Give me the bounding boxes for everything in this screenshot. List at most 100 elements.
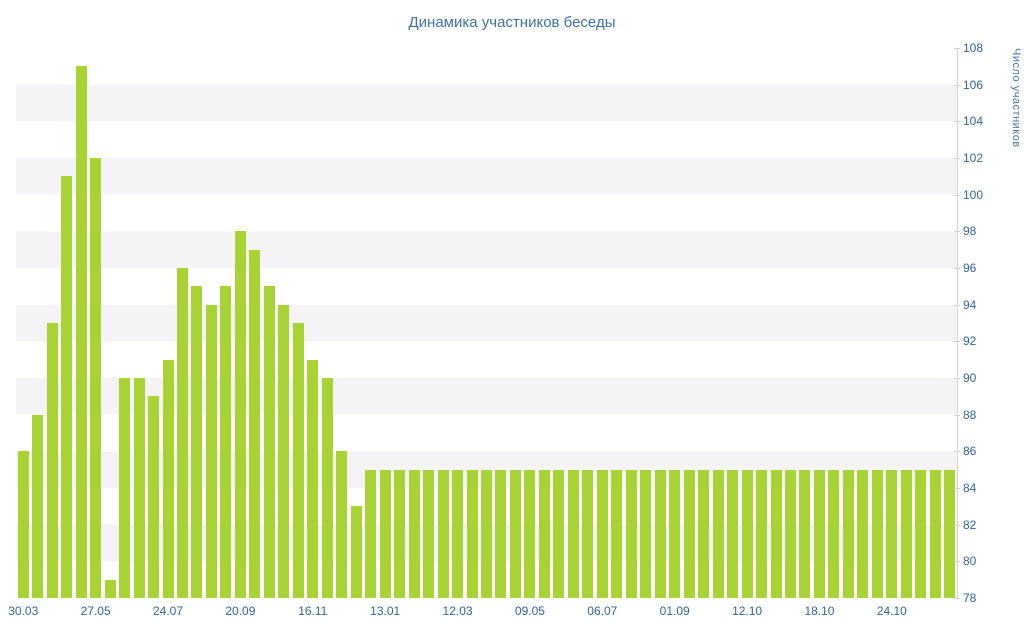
y-tick-label: 92 <box>963 334 977 349</box>
bar[interactable] <box>756 469 768 598</box>
bar[interactable] <box>813 469 825 598</box>
bar[interactable] <box>437 469 449 598</box>
bar[interactable] <box>321 378 333 598</box>
bar[interactable] <box>220 286 232 598</box>
x-tick-label: 24.07 <box>152 604 184 618</box>
bar[interactable] <box>669 469 681 598</box>
bar[interactable] <box>249 249 261 598</box>
y-axis-line <box>957 48 958 599</box>
bar[interactable] <box>423 469 435 598</box>
y-tick-mark <box>954 378 960 379</box>
x-tick-label: 30.03 <box>8 604 39 618</box>
bar[interactable] <box>394 469 406 598</box>
y-tick-label: 84 <box>963 481 977 495</box>
bar[interactable] <box>683 469 695 598</box>
bar[interactable] <box>915 469 927 598</box>
bar[interactable] <box>640 469 652 598</box>
bar[interactable] <box>871 469 883 598</box>
bar[interactable] <box>842 469 854 598</box>
y-tick-mark <box>954 414 960 416</box>
bar[interactable] <box>625 469 637 598</box>
plot-area <box>16 48 957 598</box>
bar[interactable] <box>191 286 203 598</box>
y-tick-label: 108 <box>963 41 984 55</box>
bar[interactable] <box>379 469 391 598</box>
bar[interactable] <box>119 378 131 598</box>
bar[interactable] <box>553 469 565 598</box>
x-tick-label: 13.01 <box>370 604 401 618</box>
y-tick-mark <box>954 341 960 343</box>
y-tick-mark <box>954 524 960 526</box>
x-tick-label: 20.09 <box>225 604 256 618</box>
y-tick-label: 90 <box>963 371 977 385</box>
bar[interactable] <box>452 469 464 598</box>
y-tick-label: 94 <box>963 297 977 312</box>
y-tick-label: 78 <box>963 591 977 605</box>
bar[interactable] <box>336 451 348 598</box>
bar[interactable] <box>712 469 724 598</box>
y-tick-mark <box>954 121 960 123</box>
y-tick-label: 98 <box>963 224 977 239</box>
bar[interactable] <box>278 304 290 598</box>
bar[interactable] <box>567 469 579 598</box>
bar[interactable] <box>176 268 188 598</box>
bar[interactable] <box>61 176 73 598</box>
bar[interactable] <box>770 469 782 598</box>
y-tick-mark <box>954 451 960 453</box>
bar[interactable] <box>857 469 869 598</box>
bar[interactable] <box>365 469 377 598</box>
y-tick-mark <box>954 231 960 233</box>
bar[interactable] <box>350 506 362 598</box>
y-tick-label: 106 <box>963 77 984 92</box>
bar[interactable] <box>90 158 102 598</box>
y-tick-mark <box>954 268 960 269</box>
bar[interactable] <box>148 396 160 598</box>
y-tick-mark <box>954 48 960 49</box>
bar[interactable] <box>466 469 478 598</box>
bar[interactable] <box>480 469 492 598</box>
bar[interactable] <box>596 469 608 598</box>
bar[interactable] <box>538 469 550 598</box>
bar[interactable] <box>524 469 536 598</box>
bar[interactable] <box>828 469 840 598</box>
bar[interactable] <box>727 469 739 598</box>
x-tick-label: 12.10 <box>732 604 763 618</box>
bar[interactable] <box>582 469 594 598</box>
bar[interactable] <box>263 286 275 598</box>
bar[interactable] <box>32 414 44 598</box>
y-tick-mark <box>954 304 960 306</box>
bar[interactable] <box>929 469 941 598</box>
bar[interactable] <box>698 469 710 598</box>
bar[interactable] <box>104 579 116 598</box>
bar[interactable] <box>307 359 319 598</box>
bar[interactable] <box>654 469 666 598</box>
bar[interactable] <box>495 469 507 598</box>
bar[interactable] <box>75 66 87 598</box>
bar[interactable] <box>46 323 58 598</box>
bar[interactable] <box>741 469 753 598</box>
y-tick-mark <box>954 488 960 489</box>
bar[interactable] <box>17 451 29 598</box>
y-tick-label: 100 <box>963 187 984 202</box>
x-tick-label: 27.05 <box>80 604 111 618</box>
bar[interactable] <box>611 469 623 598</box>
y-tick-mark <box>954 84 960 86</box>
bar[interactable] <box>944 469 956 598</box>
bar[interactable] <box>292 323 304 598</box>
bar[interactable] <box>509 469 521 598</box>
bar[interactable] <box>205 304 217 598</box>
bar[interactable] <box>886 469 898 598</box>
y-tick-mark <box>954 158 960 159</box>
y-tick-label: 82 <box>963 517 977 532</box>
x-tick-label: 12.03 <box>442 604 473 618</box>
bar[interactable] <box>234 231 246 598</box>
y-tick-label: 104 <box>963 114 984 129</box>
bar[interactable] <box>900 469 912 598</box>
bar[interactable] <box>133 378 145 598</box>
y-tick-mark <box>954 598 960 599</box>
bar[interactable] <box>785 469 796 598</box>
bar[interactable] <box>162 359 174 598</box>
bar[interactable] <box>799 469 811 598</box>
bar[interactable] <box>408 469 420 598</box>
